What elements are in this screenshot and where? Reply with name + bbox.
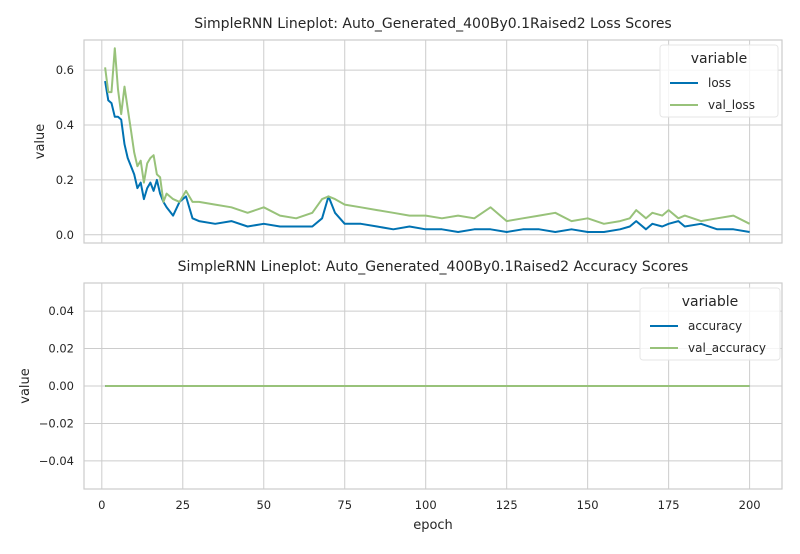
x-tick-label: 50 bbox=[256, 498, 271, 512]
chart-title: SimpleRNN Lineplot: Auto_Generated_400By… bbox=[194, 16, 671, 32]
y-tick-label: 0.4 bbox=[56, 118, 74, 132]
legend-label-loss: loss bbox=[708, 76, 731, 90]
x-tick-label: 25 bbox=[175, 498, 190, 512]
x-tick-label: 200 bbox=[739, 498, 761, 512]
chart-panel-loss: SimpleRNN Lineplot: Auto_Generated_400By… bbox=[33, 16, 783, 244]
x-axis-label: epoch bbox=[413, 518, 453, 533]
x-tick-label: 175 bbox=[658, 498, 680, 512]
chart-title: SimpleRNN Lineplot: Auto_Generated_400By… bbox=[178, 259, 689, 275]
legend-label-val_accuracy: val_accuracy bbox=[688, 341, 766, 355]
y-tick-label: 0.0 bbox=[56, 228, 74, 242]
y-axis-label: value bbox=[33, 124, 48, 160]
y-tick-label: 0.02 bbox=[48, 342, 74, 356]
legend: variable loss val_loss bbox=[659, 44, 779, 118]
y-tick-label: 0.04 bbox=[48, 304, 74, 318]
series-line-loss bbox=[104, 80, 750, 233]
legend-label-accuracy: accuracy bbox=[688, 319, 742, 333]
x-tick-label: 100 bbox=[415, 498, 437, 512]
y-tick-label: −0.04 bbox=[39, 454, 74, 468]
y-axis-label: value bbox=[18, 368, 33, 404]
x-tick-label: 150 bbox=[577, 498, 599, 512]
legend-box bbox=[659, 44, 779, 118]
y-tick-label: 0.6 bbox=[56, 63, 74, 77]
y-tick-label: 0.00 bbox=[48, 379, 74, 393]
legend-title: variable bbox=[682, 294, 738, 310]
legend-title: variable bbox=[691, 51, 747, 67]
y-tick-label: 0.2 bbox=[56, 173, 74, 187]
series-line-val_loss bbox=[104, 47, 751, 225]
plot-frame bbox=[83, 282, 783, 490]
legend: variable accuracy val_accuracy bbox=[639, 287, 781, 361]
x-tick-label: 0 bbox=[98, 498, 105, 512]
x-tick-label: 75 bbox=[337, 498, 352, 512]
legend-box bbox=[639, 287, 781, 361]
chart-panel-accuracy: SimpleRNN Lineplot: Auto_Generated_400By… bbox=[18, 259, 783, 533]
legend-label-val_loss: val_loss bbox=[708, 98, 755, 112]
x-tick-label: 125 bbox=[496, 498, 518, 512]
y-tick-label: −0.02 bbox=[39, 416, 74, 430]
plot-frame bbox=[83, 39, 783, 244]
